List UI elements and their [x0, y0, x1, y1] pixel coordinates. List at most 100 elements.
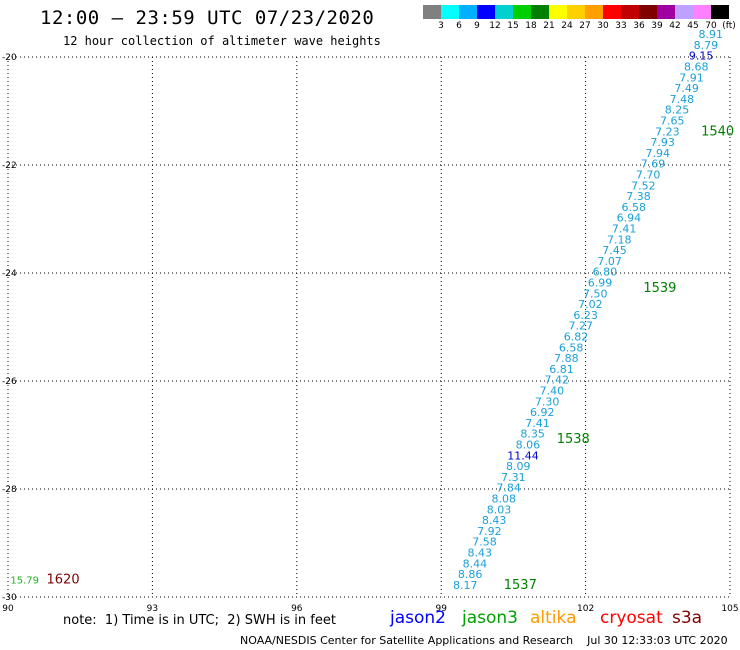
swh-value: 7.84	[496, 482, 521, 495]
legend-swatch	[477, 5, 495, 19]
swh-value: 7.07	[597, 255, 622, 268]
swh-value: 8.25	[665, 104, 690, 117]
lat-tick-label: -22	[2, 161, 17, 171]
swh-value: 6.80	[593, 266, 618, 279]
legend-swatch	[567, 5, 585, 19]
legend-label: 3	[438, 21, 444, 31]
swh-value: 7.40	[540, 385, 565, 398]
legend-swatch	[513, 5, 531, 19]
swh-value: 15.79	[10, 576, 39, 587]
legend-swatch	[549, 5, 567, 19]
swh-value: 7.92	[477, 525, 502, 538]
swh-value: 8.43	[467, 547, 492, 560]
swh-value: 6.58	[621, 201, 646, 214]
satellite-label-altika: altika	[530, 608, 577, 628]
legend-label: 21	[543, 21, 555, 31]
swh-value: 7.02	[578, 298, 603, 311]
swh-value: 7.49	[674, 82, 699, 95]
legend-label: 45	[687, 21, 699, 31]
swh-value: 8.08	[492, 493, 517, 506]
swh-value: 7.18	[607, 233, 632, 246]
lon-tick-label: 102	[577, 604, 594, 614]
time-label: 1539	[643, 281, 676, 296]
swh-value: 7.93	[650, 136, 675, 149]
legend-swatch	[603, 5, 621, 19]
time-label: 1620	[47, 573, 80, 588]
legend-swatch	[585, 5, 603, 19]
legend-swatch	[531, 5, 549, 19]
swh-value: 8.79	[694, 39, 719, 52]
swh-value: 6.94	[617, 212, 642, 225]
lon-tick-label: 99	[435, 604, 447, 614]
swh-value: 7.52	[631, 179, 656, 192]
legend-swatch	[657, 5, 675, 19]
legend-label: 24	[561, 21, 573, 31]
time-label: 1537	[504, 578, 537, 593]
legend-swatch	[441, 5, 459, 19]
swh-value: 8.09	[506, 460, 531, 473]
swh-value: 7.48	[670, 93, 695, 106]
legend-label: 15	[507, 21, 519, 31]
legend-label: 42	[669, 21, 681, 31]
legend-label: 30	[597, 21, 609, 31]
swh-value: 7.65	[660, 115, 685, 128]
swh-value: 6.81	[549, 363, 574, 376]
swh-value: 8.68	[684, 61, 709, 74]
legend-swatch	[693, 5, 711, 19]
units-note: note: 1) Time is in UTC; 2) SWH is in fe…	[63, 613, 336, 628]
swh-value: 7.38	[626, 190, 651, 203]
swh-value: 8.43	[482, 514, 507, 527]
time-label: 1540	[701, 124, 734, 139]
swh-value: 6.58	[559, 341, 584, 354]
color-scale-legend	[423, 5, 729, 19]
legend-label: 6	[456, 21, 462, 31]
legend-swatch	[495, 5, 513, 19]
swh-value: 11.44	[507, 449, 539, 462]
page-subtitle: 12 hour collection of altimeter wave hei…	[63, 34, 381, 48]
swh-value: 8.44	[463, 557, 488, 570]
legend-swatch	[675, 5, 693, 19]
swh-value: 8.06	[516, 439, 541, 452]
swh-value: 7.41	[612, 223, 637, 236]
page-title: 12:00 – 23:59 UTC 07/23/2020	[40, 7, 375, 29]
time-label: 1538	[557, 432, 590, 447]
satellite-label-jason2: jason2	[390, 608, 446, 628]
swh-value: 7.31	[501, 471, 526, 484]
swh-value: 7.91	[679, 71, 704, 84]
lat-tick-label: -26	[2, 377, 17, 387]
legend-label: 9	[474, 21, 480, 31]
lon-tick-label: 96	[291, 604, 303, 614]
legend-label: (ft)	[722, 21, 736, 31]
lon-tick-label: 93	[147, 604, 158, 614]
legend-swatch	[459, 5, 477, 19]
swh-value: 8.17	[453, 579, 478, 592]
lat-tick-label: -24	[2, 269, 17, 279]
legend-swatch	[621, 5, 639, 19]
legend-label: 70	[705, 21, 717, 31]
lat-tick-label: -20	[2, 53, 17, 63]
footer-credit: NOAA/NESDIS Center for Satellite Applica…	[240, 634, 728, 647]
legend-label: 27	[579, 21, 591, 31]
swh-value: 7.94	[646, 147, 671, 160]
swh-value: 7.88	[554, 352, 579, 365]
legend-swatch	[639, 5, 657, 19]
legend-swatch	[711, 5, 729, 19]
satellite-label-jason3: jason3	[462, 608, 518, 628]
swh-value: 8.03	[487, 503, 512, 516]
swh-value: 7.27	[569, 320, 594, 333]
legend-label: 39	[651, 21, 663, 31]
lon-tick-label: 105	[721, 604, 738, 614]
satellite-label-s3a: s3a	[672, 608, 703, 628]
legend-label: 12	[489, 21, 501, 31]
swh-value: 9.15	[689, 50, 714, 63]
swh-value: 7.70	[636, 169, 661, 182]
swh-value: 7.45	[602, 244, 627, 257]
swh-value: 7.50	[583, 287, 608, 300]
swh-value: 7.69	[641, 158, 666, 171]
swh-value: 7.23	[655, 125, 680, 138]
lat-tick-label: -30	[2, 593, 17, 603]
satellite-label-cryosat: cryosat	[600, 608, 663, 628]
swh-value: 7.42	[544, 374, 569, 387]
legend-label: 36	[633, 21, 645, 31]
